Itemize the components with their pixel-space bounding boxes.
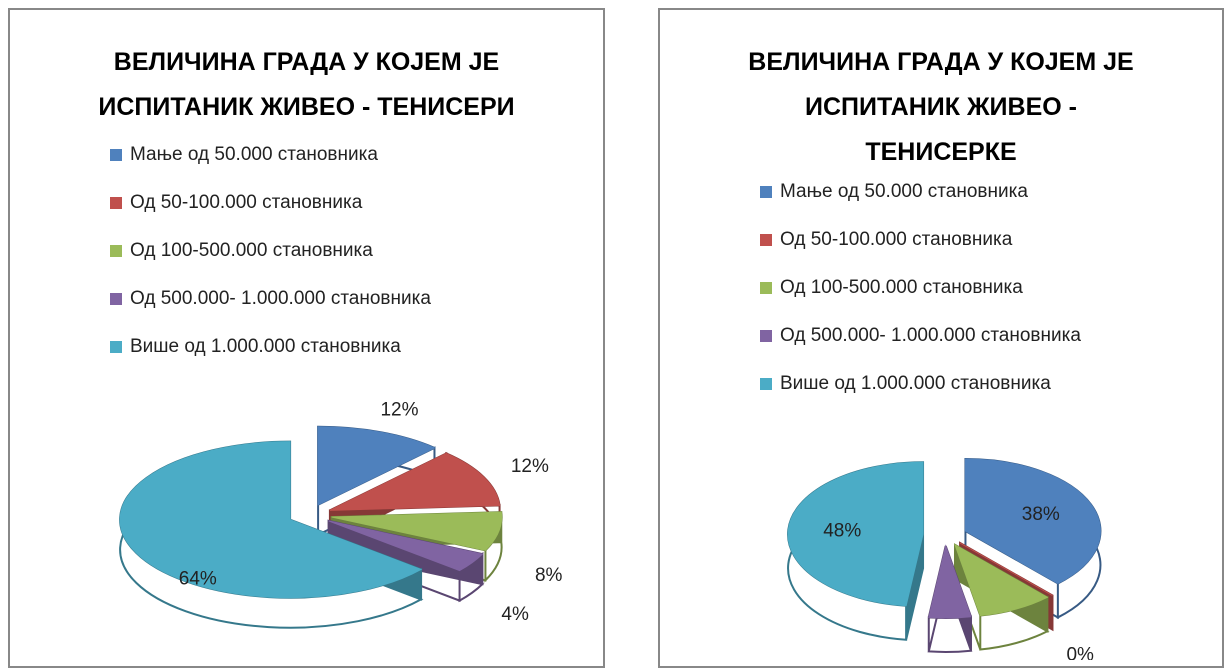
slice [964,458,1101,585]
slice [328,520,484,572]
chart-panel: ВЕЛИЧИНА ГРАДА У КОЈЕМ ЈЕ ИСПИТАНИК ЖИВЕ… [8,8,605,668]
data-label: 48% [823,521,861,542]
data-label: 4% [501,604,529,625]
data-label: 12% [511,456,549,477]
slice [959,542,1053,596]
data-label: 38% [1022,504,1060,525]
legend-swatch [110,341,122,353]
slice [331,511,503,551]
chart-panel: ВЕЛИЧИНА ГРАДА У КОЈЕМ ЈЕ ИСПИТАНИК ЖИВЕ… [658,8,1224,668]
legend-swatch [760,330,772,342]
legend-swatch [110,197,122,209]
legend-swatch [760,378,772,390]
legend-label: Више од 1.000.000 становника [130,336,401,357]
slice [787,461,924,607]
legend-swatch [760,186,772,198]
slice [954,543,1049,617]
slice-side [327,519,485,603]
legend-label: Од 50-100.000 становника [780,229,1013,250]
legend-label: Више од 1.000.000 становника [780,373,1051,394]
legend-label: Од 100-500.000 становника [130,240,373,261]
legend-label: Од 500.000- 1.000.000 становника [780,325,1081,346]
data-label: 12% [380,400,418,421]
legend-label: Од 100-500.000 становника [780,277,1023,298]
legend-swatch [760,282,772,294]
slice [317,426,436,506]
chart-title: ВЕЛИЧИНА ГРАДА У КОЈЕМ ЈЕ ИСПИТАНИК ЖИВЕ… [98,48,515,121]
chart-title: ВЕЛИЧИНА ГРАДА У КОЈЕМ ЈЕ ИСПИТАНИК ЖИВЕ… [748,48,1134,166]
legend-swatch [110,149,122,161]
slice [329,452,501,511]
slice [928,544,972,619]
chart: Мање од 50.000 становника Од 50-100.000 с… [110,144,563,629]
legend-label: Од 500.000- 1.000.000 становника [130,288,431,309]
data-label: 0% [1066,644,1094,660]
data-label: 8% [535,565,563,586]
legend-swatch [760,234,772,246]
chart: Мање од 50.000 становника Од 50-100.000 с… [760,181,1102,660]
data-label: 64% [179,569,217,590]
legend-label: Мање од 50.000 становника [780,181,1028,202]
slice [119,441,423,599]
legend-swatch [110,293,122,305]
legend-swatch [110,245,122,257]
legend-label: Од 50-100.000 становника [130,192,363,213]
legend-label: Мање од 50.000 становника [130,144,378,165]
